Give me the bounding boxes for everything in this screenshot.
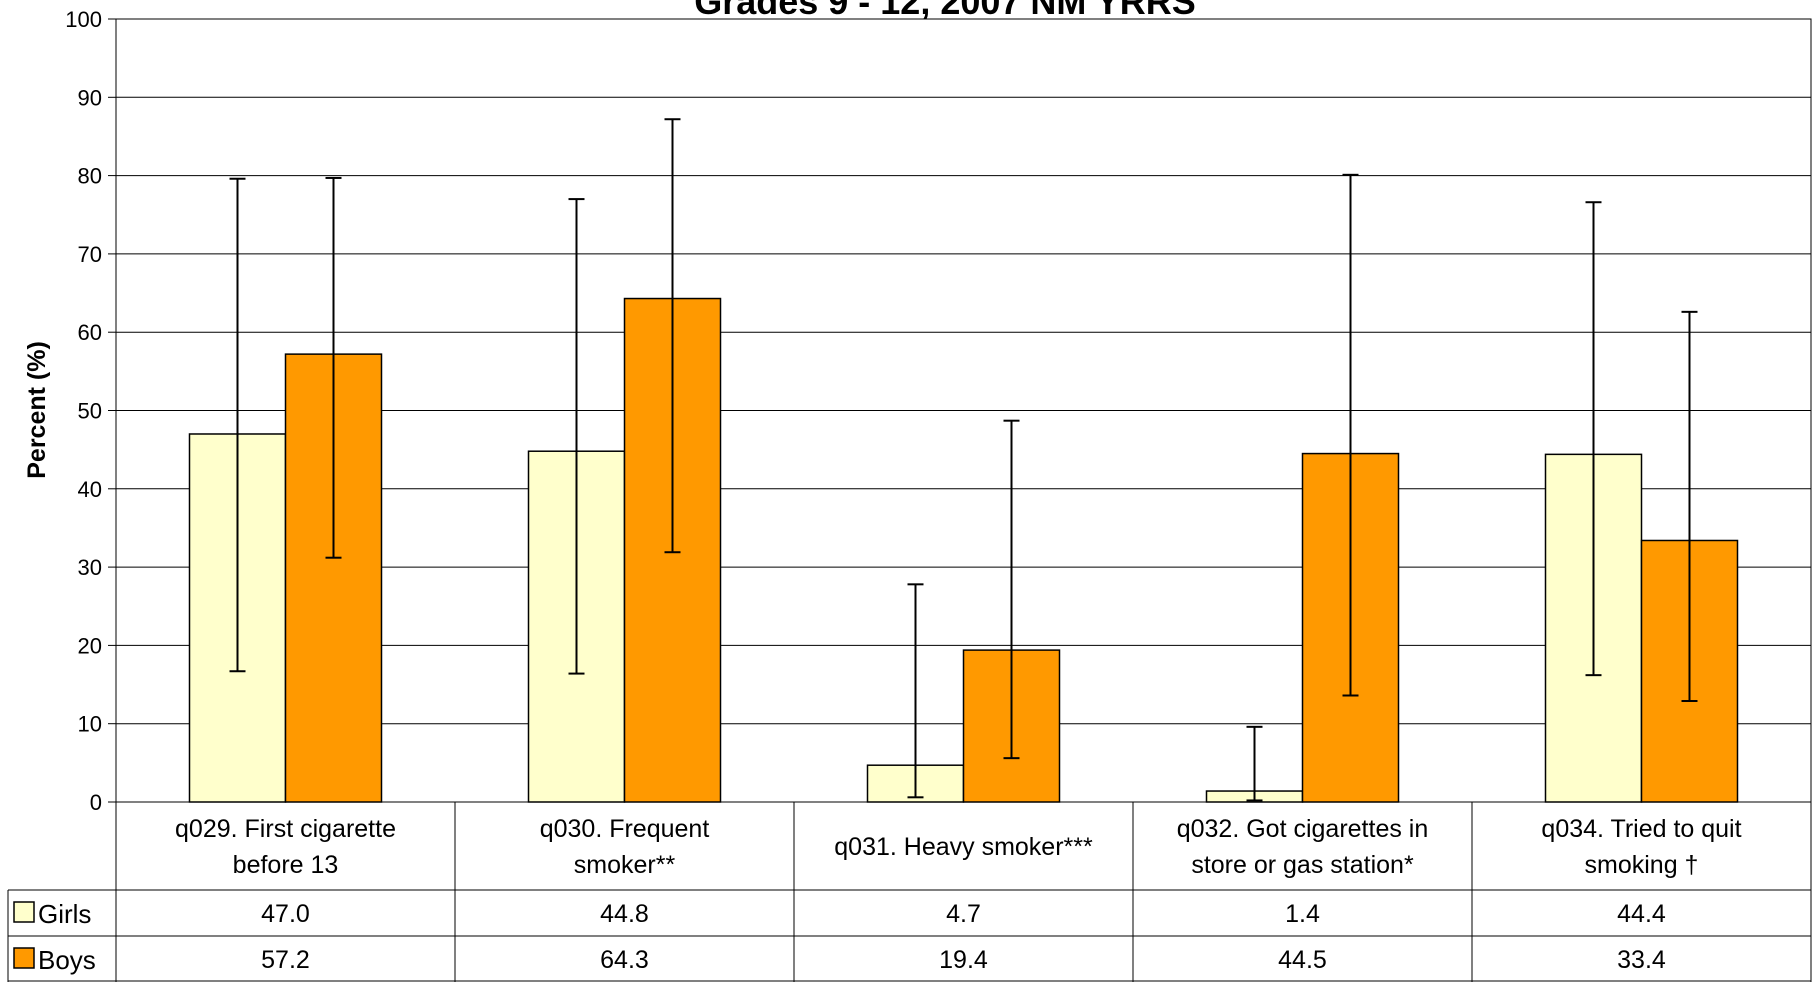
table-cell: 1.4 — [1285, 900, 1320, 928]
y-tick-label: 100 — [65, 7, 102, 32]
table-cell: 44.8 — [600, 900, 649, 928]
error-bar — [325, 176, 342, 559]
legend-label: Girls — [38, 899, 91, 929]
legend-label: Boys — [38, 945, 96, 975]
table-cell: 33.4 — [1617, 946, 1666, 974]
chart-title: Grades 9 - 12, 2007 NM YRRS — [694, 0, 1196, 22]
y-axis-label: Percent (%) — [23, 341, 51, 479]
y-tick-label: 0 — [90, 790, 102, 815]
y-tick-label: 30 — [78, 555, 102, 580]
category-label: q034. Tried to quit — [1541, 815, 1741, 843]
error-bar — [664, 118, 681, 554]
table-cell: 4.7 — [946, 900, 981, 928]
error-bar — [1585, 201, 1602, 677]
legend-swatch-girls — [13, 901, 35, 923]
y-tick-label: 20 — [78, 633, 102, 658]
y-axis-ticks: 0 10 20 30 40 50 60 70 80 90 100 — [65, 7, 116, 815]
category-label: before 13 — [233, 851, 339, 879]
category-label: smoker** — [574, 851, 676, 879]
error-bar — [568, 198, 585, 675]
table-cell: 57.2 — [261, 946, 310, 974]
error-bar — [1003, 419, 1020, 760]
table-cell: 64.3 — [600, 946, 649, 974]
category-label: q032. Got cigarettes in — [1177, 815, 1429, 843]
error-bar — [907, 583, 924, 799]
error-bar — [229, 177, 246, 673]
y-tick-label: 60 — [78, 320, 102, 345]
y-tick-label: 80 — [78, 164, 102, 189]
gridlines — [115, 18, 1812, 803]
category-label: q029. First cigarette — [175, 815, 396, 843]
error-bar — [1246, 725, 1263, 802]
table-cell: 44.5 — [1278, 946, 1327, 974]
data-table: q029. First cigarette before 13 q030. Freq… — [7, 801, 1812, 982]
category-label: q031. Heavy smoker*** — [834, 833, 1093, 861]
y-tick-label: 90 — [78, 85, 102, 110]
legend-swatch-boys — [13, 947, 35, 969]
table-cell: 19.4 — [939, 946, 988, 974]
table-cell: 44.4 — [1617, 900, 1666, 928]
category-label: q030. Frequent — [540, 815, 710, 843]
error-bar — [1681, 310, 1698, 702]
bars — [188, 297, 1739, 803]
y-tick-label: 70 — [78, 242, 102, 267]
y-tick-label: 10 — [78, 712, 102, 737]
error-bars — [229, 118, 1698, 802]
table-cell: 47.0 — [261, 900, 310, 928]
category-label: smoking † — [1585, 851, 1699, 879]
y-tick-label: 40 — [78, 477, 102, 502]
error-bar — [1342, 173, 1359, 697]
category-label: store or gas station* — [1191, 851, 1414, 879]
y-tick-label: 50 — [78, 399, 102, 424]
